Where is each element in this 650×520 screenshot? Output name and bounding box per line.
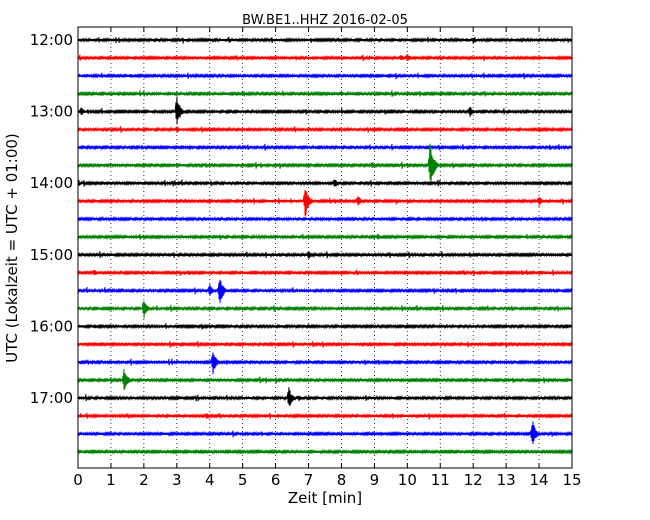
x-tick-label: 5 [238, 471, 248, 489]
chart-title: BW.BE1..HHZ 2016-02-05 [242, 13, 408, 28]
grid-lines [110, 27, 540, 468]
y-tick-label: 14:00 [30, 174, 73, 192]
x-tick-label: 12 [464, 471, 483, 489]
x-tick-label: 7 [304, 471, 314, 489]
y-tick-label: 13:00 [30, 103, 73, 121]
x-tick-label: 14 [530, 471, 549, 489]
trace-line [77, 300, 573, 319]
trace-line [77, 352, 573, 375]
trace-line [77, 143, 573, 185]
x-axis-ticks: 0 1 2 3 4 5 6 7 8 9 10 11 12 13 14 15 [73, 27, 582, 489]
traces [77, 36, 573, 455]
plot-frame [77, 26, 573, 469]
x-tick-label: 9 [370, 471, 380, 489]
x-tick-label: 15 [562, 471, 581, 489]
x-tick-label: 13 [497, 471, 516, 489]
x-tick-label: 3 [172, 471, 182, 489]
x-tick-label: 1 [106, 471, 116, 489]
x-tick-label: 8 [337, 471, 347, 489]
y-tick-label: 16:00 [30, 317, 73, 335]
x-tick-label: 4 [205, 471, 215, 489]
x-tick-label: 11 [431, 471, 450, 489]
trace-line [77, 387, 573, 406]
x-tick-label: 6 [271, 471, 281, 489]
trace-line [77, 421, 573, 444]
x-tick-label: 10 [398, 471, 417, 489]
y-tick-label: 15:00 [30, 246, 73, 264]
y-tick-label: 17:00 [30, 389, 73, 407]
x-axis-label: Zeit [min] [288, 489, 362, 507]
y-axis-label: UTC (Lokalzeit = UTC + 01:00) [3, 133, 21, 363]
y-axis-ticks: 12:00 13:00 14:00 15:00 16:00 17:00 [30, 31, 572, 407]
y-tick-label: 12:00 [30, 31, 73, 49]
x-tick-label: 0 [73, 471, 83, 489]
x-tick-label: 2 [139, 471, 149, 489]
trace-line [77, 189, 573, 216]
trace-line [77, 96, 573, 125]
